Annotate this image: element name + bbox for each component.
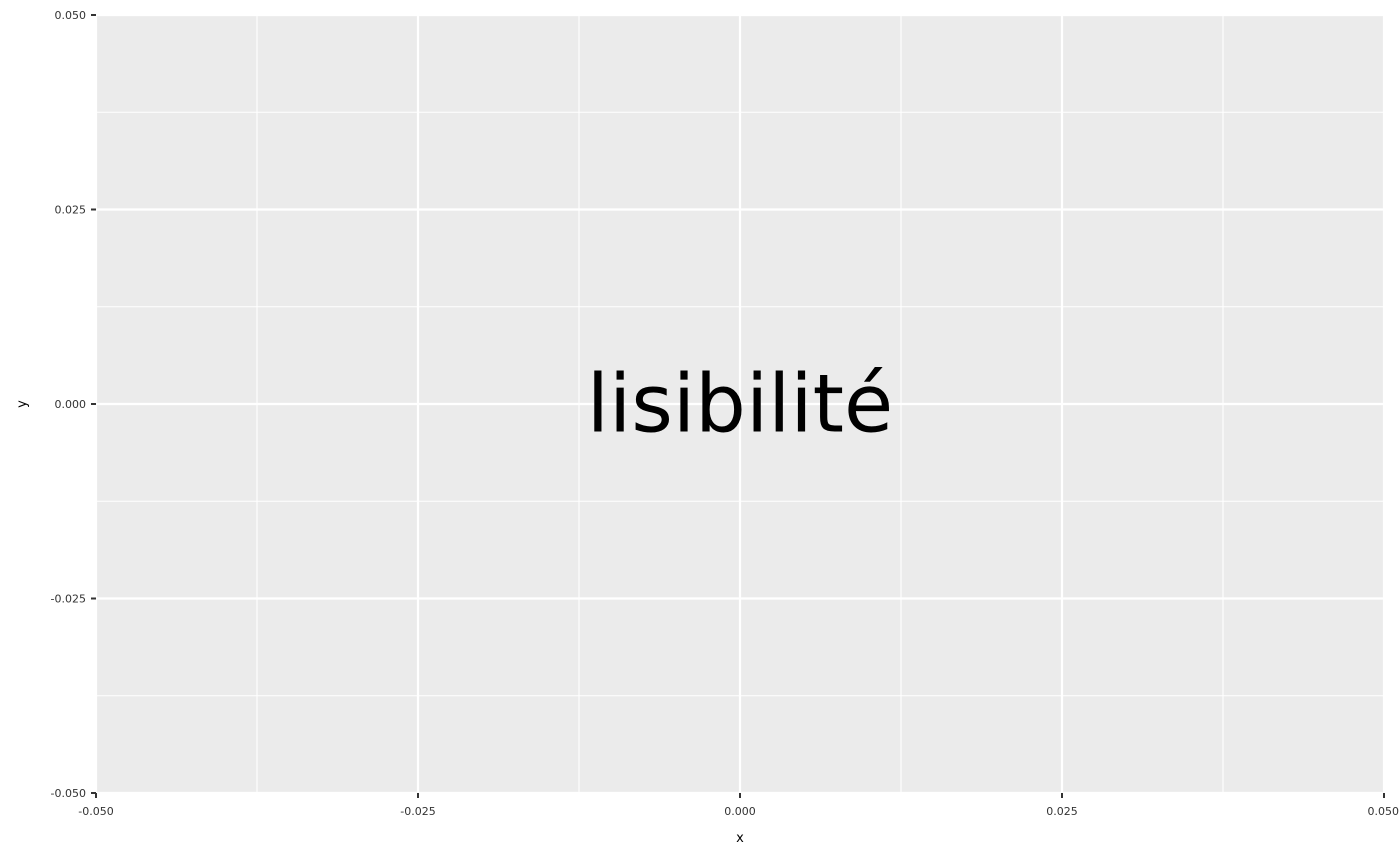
y-tick-label: -0.025 <box>51 593 86 606</box>
x-tick-label: -0.050 <box>78 805 113 818</box>
x-tick-label: 0.000 <box>724 805 756 818</box>
x-tick-label: 0.025 <box>1046 805 1078 818</box>
y-tick-label: 0.025 <box>55 204 87 217</box>
x-tick-label: 0.050 <box>1368 805 1400 818</box>
y-tick-label: 0.050 <box>55 9 87 22</box>
y-tick-label: 0.000 <box>55 398 87 411</box>
x-tick-label: -0.025 <box>400 805 435 818</box>
x-axis-title: x <box>736 831 744 846</box>
y-tick-label: -0.050 <box>51 787 86 800</box>
annotation-text: lisibilité <box>587 358 893 451</box>
y-axis-title: y <box>15 400 30 408</box>
x-axis-ticks: -0.050 -0.025 0.000 0.025 0.050 <box>78 793 1399 818</box>
y-axis-ticks: -0.050 -0.025 0.000 0.025 0.050 <box>51 9 96 800</box>
